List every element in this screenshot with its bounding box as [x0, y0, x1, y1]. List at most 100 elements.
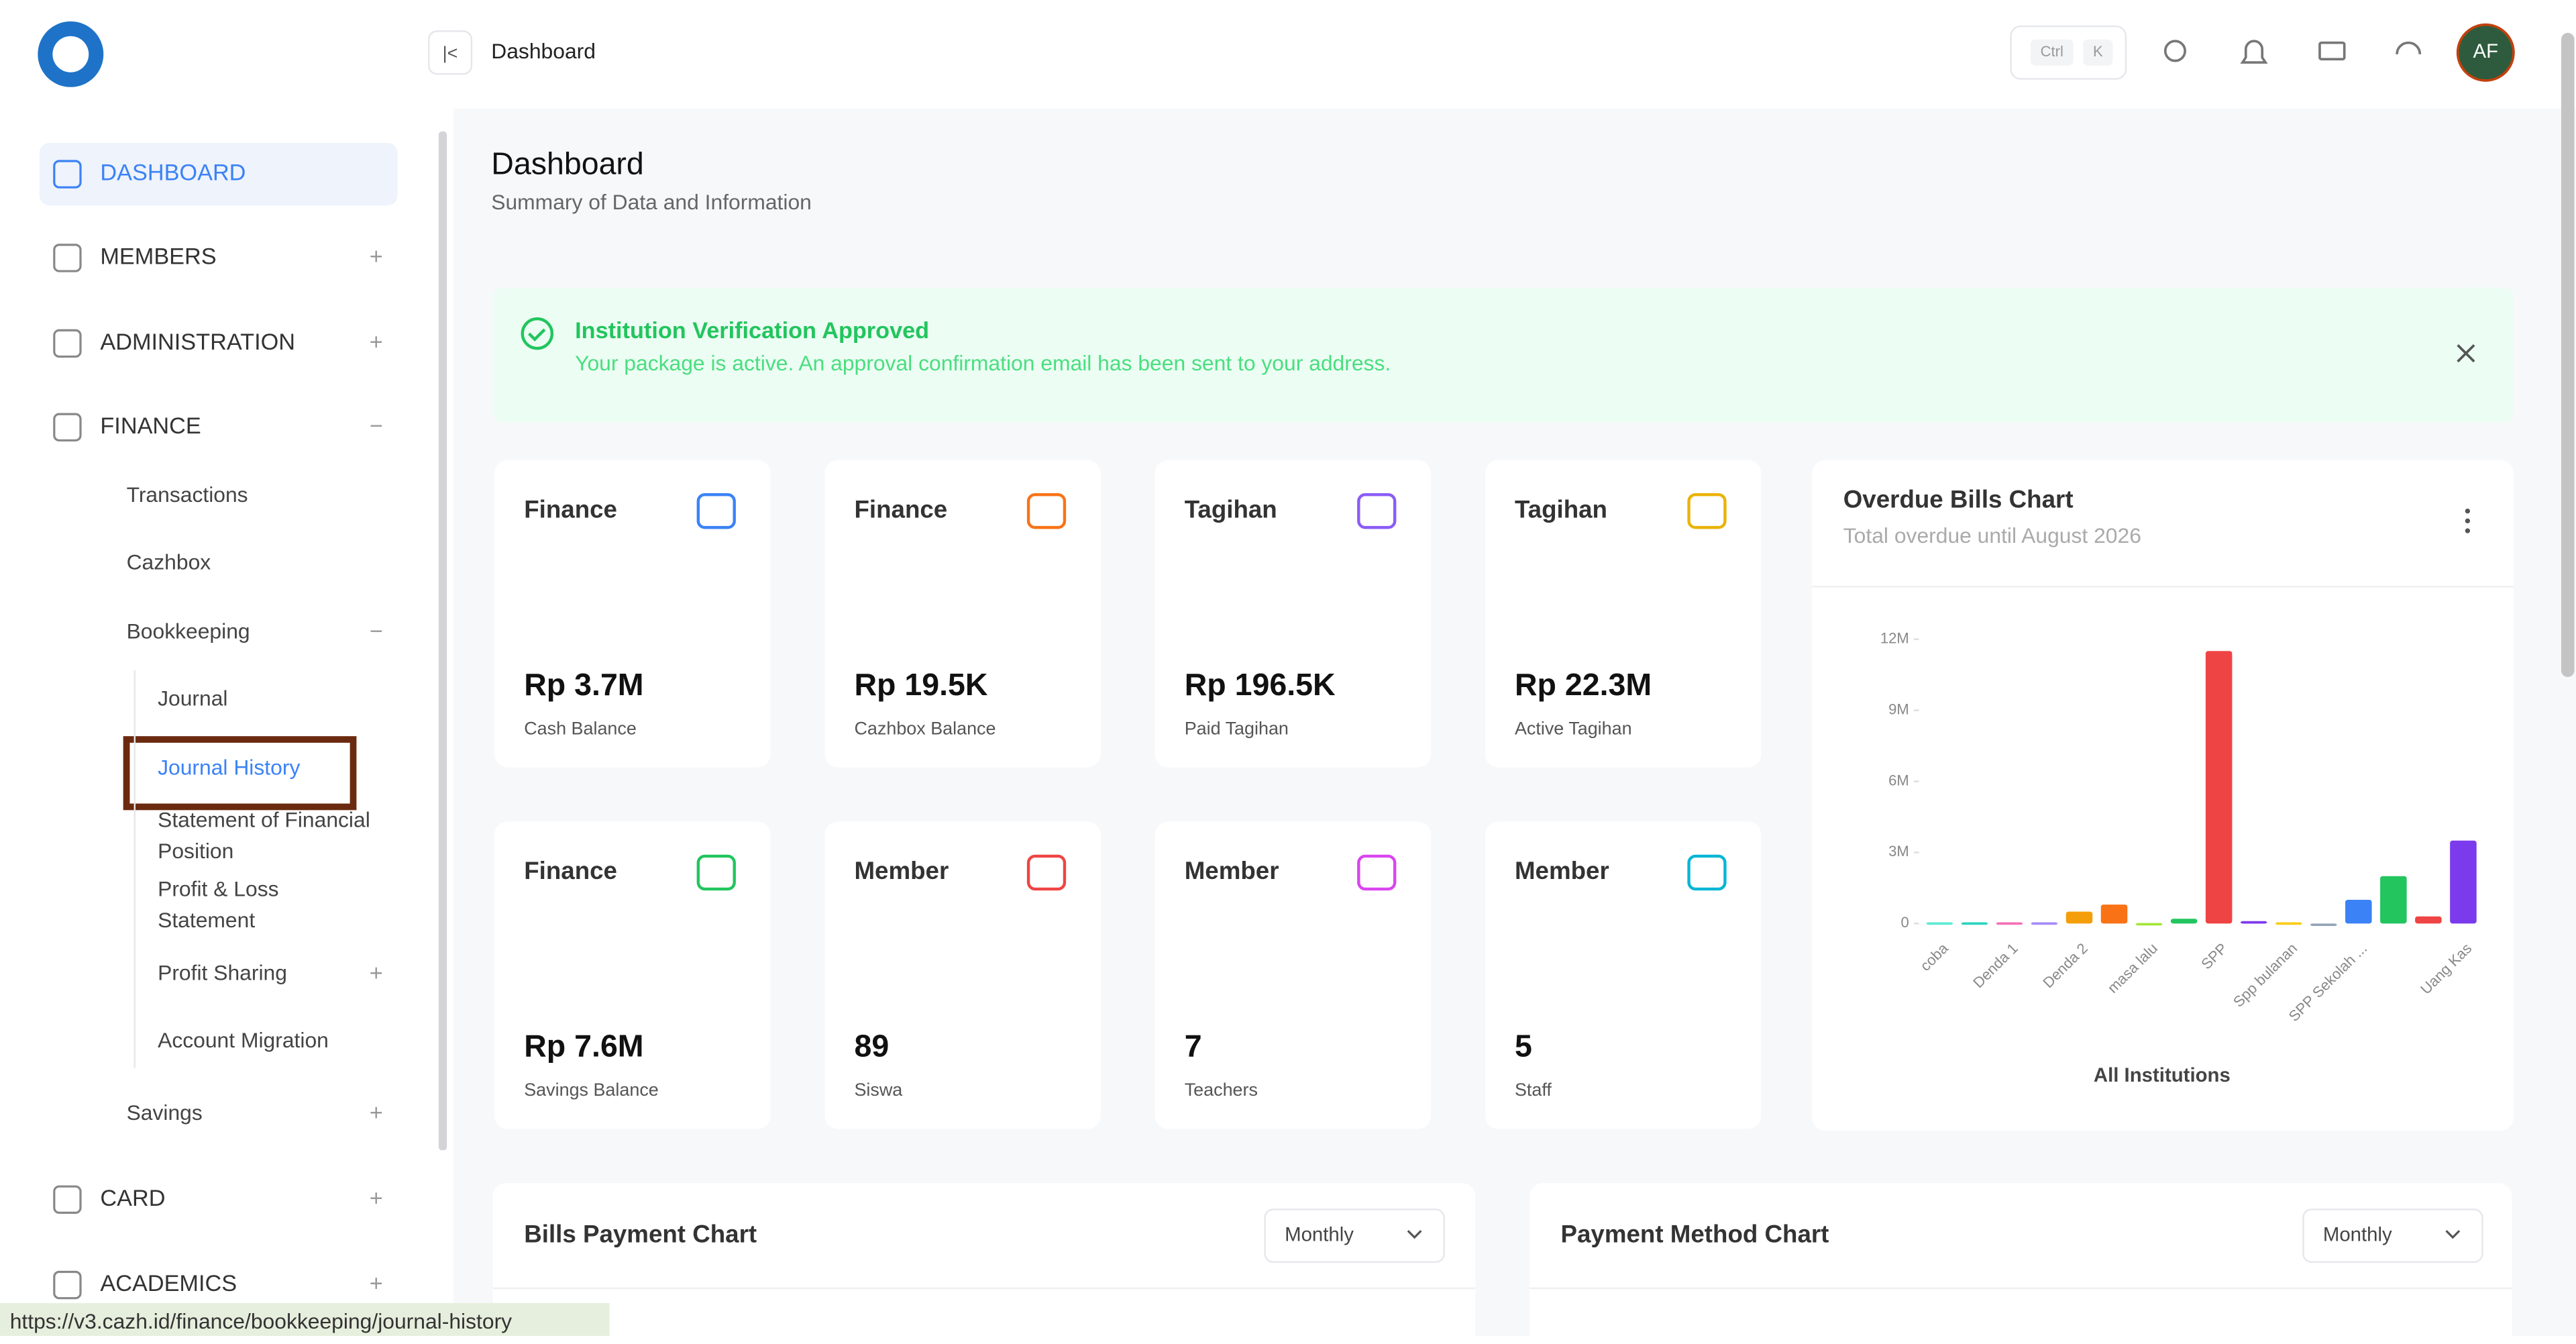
y-tick-label: 3M [1888, 843, 1909, 860]
y-tick-label: 12M [1880, 629, 1909, 646]
card-icon [1687, 493, 1727, 529]
close-button[interactable] [2457, 344, 2475, 363]
menu-item[interactable]: Profit & Loss Statement [158, 877, 278, 933]
x-axis-label: All Institutions [2094, 1064, 2231, 1086]
bar [2310, 923, 2337, 927]
menu-icon [53, 1270, 82, 1300]
banner-title: Institution Verification Approved [575, 318, 929, 344]
stat-card [494, 460, 771, 768]
menu-item[interactable]: Cazhbox [127, 550, 211, 574]
card-value: 7 [1185, 1029, 1202, 1064]
card-title: Member [854, 857, 949, 884]
card-icon [696, 854, 736, 891]
card-value: 5 [1515, 1029, 1532, 1064]
menu-icon [53, 1185, 82, 1214]
check [528, 328, 546, 342]
chevron [1407, 1230, 1422, 1239]
bar [2100, 904, 2128, 924]
menu-toggle[interactable]: + [370, 244, 383, 270]
menu-dot[interactable] [2465, 528, 2471, 533]
banner [492, 287, 2514, 423]
bar [1996, 922, 2023, 925]
search-icon[interactable] [2163, 40, 2186, 62]
bar [2135, 923, 2163, 926]
select-value: Monthly [2323, 1223, 2392, 1245]
card-label: Savings Balance [524, 1080, 659, 1100]
bell-icon[interactable] [2240, 40, 2268, 64]
chart-card [492, 1183, 1476, 1344]
menu-toggle[interactable]: + [370, 329, 383, 355]
key [2030, 39, 2074, 66]
card-value: Rp 22.3M [1515, 667, 1652, 702]
select[interactable] [1264, 1208, 1445, 1263]
card-value: Rp 196.5K [1185, 667, 1336, 702]
y-tick-label: 0 [1900, 914, 1909, 931]
bar [2065, 911, 2093, 924]
page-subtitle: Summary of Data and Information [491, 190, 812, 214]
topbar [0, 0, 2576, 109]
bar [2031, 922, 2058, 925]
menu-item[interactable]: ADMINISTRATION [100, 329, 295, 355]
menu-item[interactable]: ACADEMICS [100, 1271, 237, 1296]
menu-dot[interactable] [2465, 508, 2471, 514]
stat-card [1155, 821, 1432, 1129]
menu-item[interactable]: Journal [158, 686, 227, 711]
menu-dot[interactable] [2465, 518, 2471, 524]
y-tick-label: 6M [1888, 772, 1909, 788]
status-url: https://v3.cazh.id/finance/bookkeeping/j… [10, 1309, 512, 1333]
key [2083, 39, 2113, 66]
check-icon [521, 317, 554, 350]
card-value: Rp 7.6M [524, 1029, 643, 1064]
key-label: K [2093, 43, 2103, 60]
menu-item[interactable]: Account Migration [158, 1028, 329, 1052]
menu-icon [53, 160, 82, 189]
menu-toggle[interactable]: + [370, 960, 383, 986]
logo-inner [52, 36, 89, 72]
bar [2345, 900, 2372, 924]
collapse-button[interactable] [427, 30, 473, 75]
menu-toggle[interactable]: + [370, 1271, 383, 1296]
menu-toggle[interactable]: + [370, 1186, 383, 1211]
chart-subtitle: Total overdue until August 2026 [1843, 523, 2141, 548]
stat-card [824, 460, 1101, 768]
menu-item[interactable]: Journal History [158, 756, 300, 780]
menu-toggle[interactable]: − [370, 413, 383, 439]
status-bar [0, 1303, 610, 1337]
card-icon [1687, 854, 1727, 891]
stat-card [1155, 460, 1432, 768]
menu-item[interactable]: FINANCE [100, 413, 201, 439]
card-icon [1357, 493, 1397, 529]
bar [2205, 651, 2233, 924]
support-icon[interactable] [2396, 41, 2422, 54]
menu-toggle[interactable]: + [370, 1100, 383, 1125]
monitor-icon[interactable] [2318, 41, 2346, 61]
avatar[interactable] [2456, 23, 2515, 82]
bar [2275, 922, 2302, 925]
card-label: Staff [1515, 1080, 1552, 1100]
bar [1926, 922, 1953, 925]
menu-item[interactable]: CARD [100, 1186, 165, 1211]
card-title: Member [1185, 857, 1279, 884]
highlight-box [123, 736, 357, 811]
select-value: Monthly [1285, 1223, 1354, 1245]
menu-icon [53, 413, 82, 442]
card-label: Paid Tagihan [1185, 718, 1289, 738]
menu-item[interactable]: Profit Sharing [158, 961, 287, 985]
menu-item[interactable]: Savings [127, 1100, 203, 1125]
card-value: Rp 3.7M [524, 667, 643, 702]
select[interactable] [2302, 1208, 2483, 1263]
menu-item[interactable]: DASHBOARD [100, 160, 246, 186]
card-title: Finance [524, 495, 617, 523]
card-label: Teachers [1185, 1080, 1258, 1100]
banner-text: Your package is active. An approval conf… [575, 351, 1391, 375]
menu-item[interactable]: Bookkeeping [127, 619, 250, 643]
chart-card [1812, 460, 2514, 1131]
menu-item[interactable]: Statement of Financial Position [158, 808, 370, 864]
chevron [2445, 1230, 2461, 1239]
menu-item[interactable]: Transactions [127, 482, 248, 507]
menu-item[interactable]: MEMBERS [100, 244, 216, 270]
menu-toggle[interactable]: − [370, 619, 383, 644]
chart-title: Overdue Bills Chart [1843, 486, 2074, 513]
